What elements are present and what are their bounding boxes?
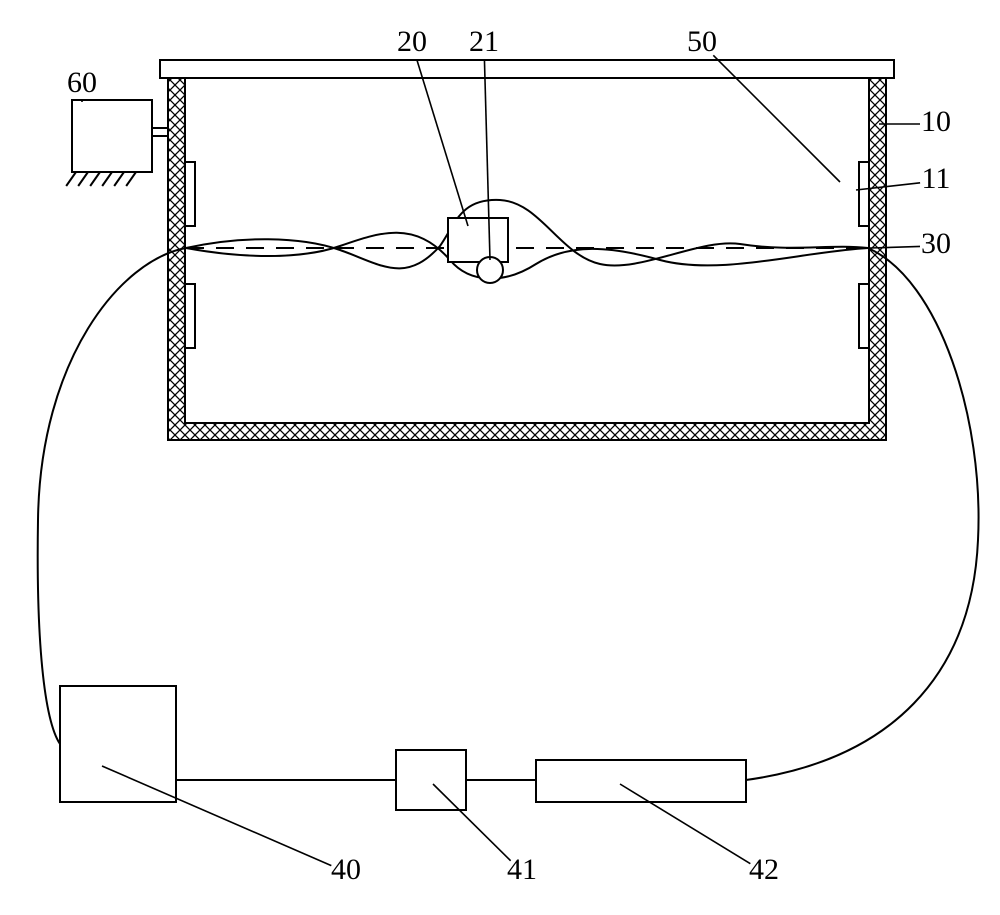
fiber-envelope-top: [186, 200, 868, 268]
label-l20: 20: [397, 25, 427, 58]
ground-hatch-2: [90, 172, 100, 186]
external-box-b41: [396, 750, 466, 810]
label-l42: 42: [749, 853, 779, 886]
label-l60: 60: [67, 66, 97, 99]
chamber-lid: [160, 60, 894, 78]
label-l41: 41: [507, 853, 537, 886]
chamber-outer: [168, 60, 886, 440]
baffle-0: [185, 162, 195, 226]
leader-l41: [433, 784, 511, 861]
external-box-b42: [536, 760, 746, 802]
baffle-2: [859, 162, 869, 226]
ground-hatch-4: [114, 172, 124, 186]
ground-hatch-5: [126, 172, 136, 186]
baffle-1: [185, 284, 195, 348]
sample-bead: [477, 257, 503, 283]
label-l10: 10: [921, 105, 951, 138]
label-l21: 21: [469, 25, 499, 58]
leader-l20: [417, 59, 468, 226]
sample-block: [448, 218, 508, 262]
fiber-left: [38, 248, 186, 744]
external-box-b40: [60, 686, 176, 802]
baffle-3: [859, 284, 869, 348]
ground-hatch-1: [78, 172, 88, 186]
label-l40: 40: [331, 853, 361, 886]
ground-hatch-3: [102, 172, 112, 186]
ground-hatch-0: [66, 172, 76, 186]
chamber-wall-hatch: [168, 60, 886, 440]
label-l30: 30: [921, 227, 951, 260]
label-l50: 50: [687, 25, 717, 58]
pump-box: [72, 100, 152, 172]
chamber-inner: [185, 78, 869, 423]
label-l11: 11: [922, 162, 951, 195]
